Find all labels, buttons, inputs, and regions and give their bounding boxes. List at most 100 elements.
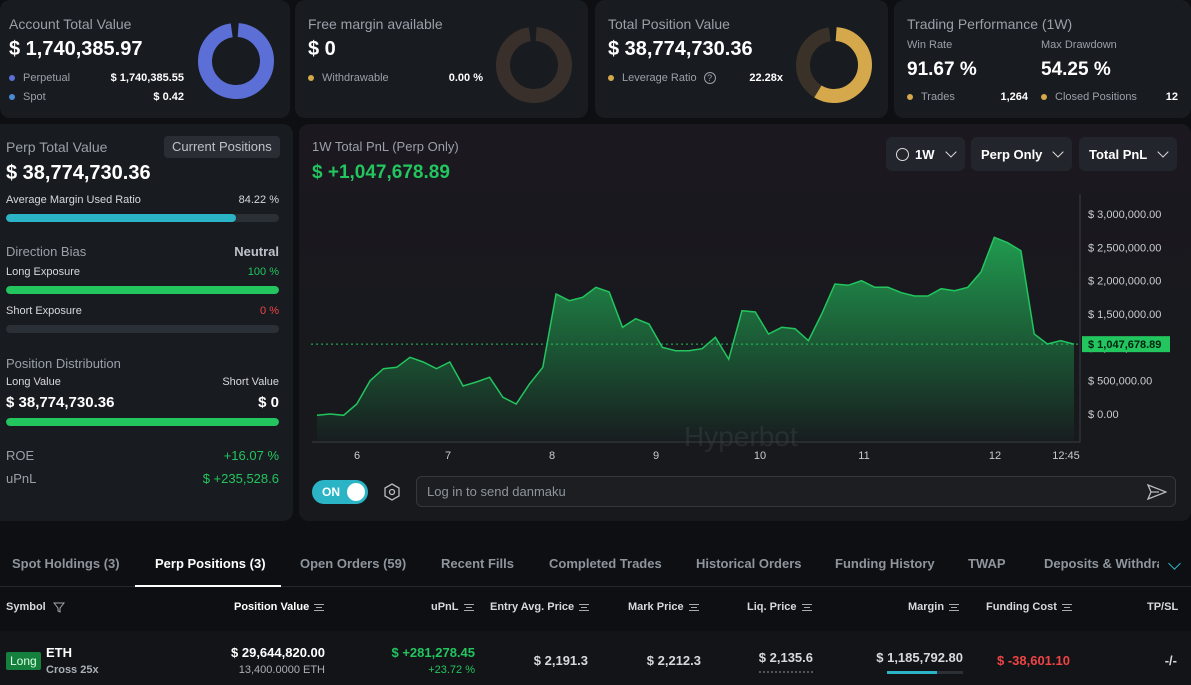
withdrawable-label: Withdrawable	[322, 72, 389, 84]
y-tick-label: $ 2,500,000.00	[1088, 242, 1161, 254]
account-donut-chart	[198, 23, 274, 99]
col-upnl-label: uPnL	[431, 601, 459, 613]
total-position-value: $ 38,774,730.36	[608, 38, 753, 60]
long-exposure-bar	[6, 286, 279, 294]
total-position-card: Total Position Value $ 38,774,730.36 Lev…	[595, 0, 888, 118]
sort-icon	[801, 603, 812, 611]
clock-icon	[896, 147, 909, 161]
short-exposure-value: 0 %	[260, 305, 279, 317]
info-icon[interactable]: ?	[703, 72, 716, 84]
account-total-value: $ 1,740,385.97	[9, 38, 143, 60]
margin-ratio-bar	[6, 214, 279, 222]
sort-icon	[314, 603, 325, 611]
filter-icon[interactable]	[52, 601, 65, 613]
bottom-tabs: Spot Holdings (3) Perp Positions (3) Ope…	[0, 541, 1191, 587]
col-margin[interactable]: Margin	[908, 601, 960, 613]
upnl-cell: $ +281,278.45	[391, 645, 476, 660]
short-value-label: Short Value	[222, 376, 279, 388]
pnl-area-fill	[317, 237, 1074, 442]
x-tick-label: 10	[754, 450, 766, 462]
short-exposure-bar	[6, 325, 279, 333]
col-liq-price[interactable]: Liq. Price	[747, 601, 812, 613]
margin-ratio-label: Average Margin Used Ratio	[6, 194, 141, 206]
tab-historical-orders[interactable]: Historical Orders	[696, 556, 802, 571]
col-position-value-label: Position Value	[234, 601, 310, 613]
position-value: $ 29,644,820.00	[231, 645, 325, 660]
long-value-label: Long Value	[6, 376, 61, 388]
short-exposure-label: Short Exposure	[6, 305, 82, 317]
direction-bias-value: Neutral	[234, 244, 279, 259]
chevron-down-icon	[1052, 146, 1065, 158]
table-row[interactable]: Long ETH Cross 25x $ 29,644,820.00 13,40…	[0, 631, 1191, 685]
trading-performance-card: Trading Performance (1W) Win Rate 91.67 …	[894, 0, 1191, 118]
account-total-title: Account Total Value	[9, 16, 132, 32]
pnl-area-chart: Hyperbot $ 3,000,000.00$ 2,500,000.00$ 2…	[311, 194, 1170, 462]
tab-perp-positions[interactable]: Perp Positions (3)	[155, 556, 266, 571]
performance-title: Trading Performance (1W)	[907, 16, 1073, 32]
col-mark-price-label: Mark Price	[628, 601, 684, 613]
danmaku-toggle[interactable]: ON	[312, 480, 368, 504]
trades-label: Trades	[921, 91, 955, 103]
period-dropdown[interactable]: 1W	[886, 137, 965, 171]
send-icon[interactable]	[1147, 483, 1167, 501]
settings-hex-icon[interactable]	[384, 483, 400, 501]
chevron-down-icon	[1157, 146, 1169, 158]
col-upnl[interactable]: uPnL	[431, 601, 474, 613]
x-tick-label: 9	[653, 450, 659, 462]
spot-label: Spot	[23, 91, 46, 103]
direction-bias-label: Direction Bias	[6, 244, 87, 259]
col-symbol[interactable]: Symbol	[6, 601, 65, 613]
x-tick-label: 11	[858, 450, 869, 462]
position-donut-chart	[796, 27, 872, 103]
col-mark-price[interactable]: Mark Price	[628, 601, 699, 613]
y-tick-label: $ 500,000.00	[1088, 376, 1152, 388]
tab-deposits-withdrawals[interactable]: Deposits & Withdra	[1044, 556, 1159, 571]
win-rate-label: Win Rate	[907, 39, 953, 51]
free-margin-title: Free margin available	[308, 16, 443, 32]
col-tpsl: TP/SL	[1147, 601, 1179, 613]
toggle-label: ON	[322, 485, 340, 499]
leverage-value: 22.28x	[749, 72, 783, 84]
win-rate-value: 91.67 %	[907, 59, 977, 80]
x-tick-label: 7	[445, 450, 451, 462]
tab-funding-history[interactable]: Funding History	[835, 556, 935, 571]
sort-icon	[463, 603, 474, 611]
free-margin-value: $ 0	[308, 38, 336, 60]
positions-table-header: Symbol Position Value uPnL Entry Avg. Pr…	[0, 591, 1191, 625]
tab-spot-holdings[interactable]: Spot Holdings (3)	[12, 556, 120, 571]
funding-cost: $ -38,601.10	[996, 653, 1070, 668]
tab-completed-trades[interactable]: Completed Trades	[549, 556, 662, 571]
tab-twap[interactable]: TWAP	[968, 556, 1006, 571]
margin-mode: Cross 25x	[46, 664, 99, 676]
total-position-title: Total Position Value	[608, 16, 730, 32]
trades-value: 1,264	[1000, 91, 1028, 103]
chevron-down-icon[interactable]	[1168, 557, 1181, 570]
distribution-bar	[6, 418, 279, 426]
symbol[interactable]: ETH	[46, 645, 72, 660]
current-positions-button[interactable]: Current Positions	[164, 136, 280, 158]
tpsl: -/-	[1164, 653, 1177, 668]
chart-title: 1W Total PnL (Perp Only)	[312, 139, 459, 154]
y-tick-label: $ 0.00	[1088, 409, 1119, 421]
col-position-value[interactable]: Position Value	[234, 601, 325, 613]
free-margin-card: Free margin available $ 0 Withdrawable 0…	[295, 0, 588, 118]
col-funding-cost-label: Funding Cost	[986, 601, 1057, 613]
side-badge: Long	[6, 652, 41, 670]
chart-pnl-value: $ +1,047,678.89	[312, 162, 450, 183]
scope-value: Perp Only	[981, 146, 1043, 162]
upnl-label: uPnL	[6, 471, 37, 486]
current-value-tag: $ 1,047,678.89	[1082, 336, 1170, 353]
col-funding-cost[interactable]: Funding Cost	[986, 601, 1072, 613]
tab-recent-fills[interactable]: Recent Fills	[441, 556, 514, 571]
col-entry-price[interactable]: Entry Avg. Price	[490, 601, 590, 613]
tab-open-orders[interactable]: Open Orders (59)	[300, 556, 407, 571]
scope-dropdown[interactable]: Perp Only	[971, 137, 1073, 171]
margin-donut-chart	[496, 27, 572, 103]
margin-cell: $ 1,185,792.80	[876, 650, 963, 665]
closed-positions-label: Closed Positions	[1055, 91, 1137, 103]
margin-bar	[887, 671, 963, 674]
x-tick-label: 12	[989, 450, 1001, 462]
metric-dropdown[interactable]: Total PnL	[1079, 137, 1178, 171]
danmaku-input[interactable]: Log in to send danmaku	[416, 476, 1176, 507]
withdrawable-value: 0.00 %	[448, 72, 483, 84]
